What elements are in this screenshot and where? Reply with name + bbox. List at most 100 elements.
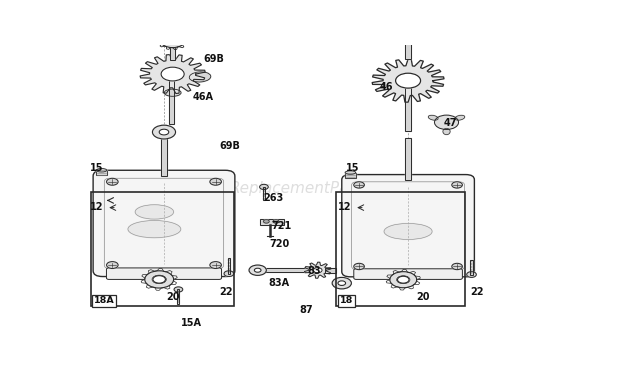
Circle shape xyxy=(210,178,221,185)
Bar xyxy=(336,192,465,305)
Bar xyxy=(405,138,411,180)
Bar xyxy=(228,258,230,274)
Circle shape xyxy=(354,182,365,188)
Circle shape xyxy=(467,272,476,278)
Ellipse shape xyxy=(96,169,107,172)
Circle shape xyxy=(107,178,118,185)
Circle shape xyxy=(166,37,179,44)
Bar xyxy=(471,260,472,275)
Bar xyxy=(177,289,179,304)
Bar xyxy=(170,25,175,34)
Bar xyxy=(95,170,107,175)
Bar xyxy=(406,25,410,36)
Text: 15: 15 xyxy=(89,163,103,173)
Bar xyxy=(254,269,324,272)
Circle shape xyxy=(254,268,261,272)
Bar xyxy=(170,43,175,60)
Circle shape xyxy=(264,220,269,223)
Circle shape xyxy=(338,281,345,285)
Text: 83A: 83A xyxy=(268,278,290,288)
Text: ReplacementParts.com: ReplacementParts.com xyxy=(229,181,406,196)
Ellipse shape xyxy=(428,115,438,120)
Bar xyxy=(263,187,265,200)
Bar xyxy=(95,170,107,175)
Bar xyxy=(170,43,175,60)
Ellipse shape xyxy=(128,220,181,238)
Circle shape xyxy=(452,263,463,270)
Ellipse shape xyxy=(164,89,181,96)
Circle shape xyxy=(273,220,279,223)
Text: 69B: 69B xyxy=(203,54,224,63)
Text: 15A: 15A xyxy=(181,318,202,328)
Ellipse shape xyxy=(443,128,450,135)
FancyBboxPatch shape xyxy=(354,269,463,279)
Text: 263: 263 xyxy=(263,192,283,203)
Circle shape xyxy=(397,276,409,283)
Bar xyxy=(161,134,167,176)
FancyBboxPatch shape xyxy=(93,170,235,276)
Bar xyxy=(228,258,230,274)
Bar xyxy=(325,268,335,273)
Circle shape xyxy=(390,272,417,288)
FancyBboxPatch shape xyxy=(107,268,221,279)
Ellipse shape xyxy=(455,115,465,120)
Bar xyxy=(263,187,265,200)
Text: 83: 83 xyxy=(307,266,321,276)
Bar xyxy=(471,260,472,275)
Bar xyxy=(325,268,335,273)
FancyBboxPatch shape xyxy=(342,175,474,277)
Text: 22: 22 xyxy=(219,287,232,297)
Text: 69B: 69B xyxy=(219,141,240,151)
Circle shape xyxy=(160,33,185,48)
Text: 46A: 46A xyxy=(193,92,214,102)
Circle shape xyxy=(167,37,178,43)
Circle shape xyxy=(435,115,459,129)
Text: 87: 87 xyxy=(299,305,313,314)
Circle shape xyxy=(153,276,166,283)
Circle shape xyxy=(354,263,365,270)
Bar xyxy=(177,289,179,304)
Bar xyxy=(405,36,410,59)
Bar xyxy=(260,219,283,225)
Text: 18A: 18A xyxy=(94,297,115,305)
Text: 18: 18 xyxy=(340,297,353,305)
Ellipse shape xyxy=(135,205,174,219)
Circle shape xyxy=(153,125,175,139)
Text: 12: 12 xyxy=(338,202,352,212)
Circle shape xyxy=(332,278,352,289)
Text: 721: 721 xyxy=(272,221,292,231)
Ellipse shape xyxy=(384,223,432,239)
Bar xyxy=(405,138,411,180)
Bar xyxy=(260,219,283,225)
Text: 720: 720 xyxy=(270,238,290,248)
Circle shape xyxy=(161,67,184,81)
Circle shape xyxy=(249,265,267,275)
Bar xyxy=(161,134,167,176)
Circle shape xyxy=(314,268,322,273)
Bar xyxy=(345,173,356,178)
Ellipse shape xyxy=(189,72,211,82)
Polygon shape xyxy=(140,54,205,94)
Text: 22: 22 xyxy=(471,287,484,297)
Circle shape xyxy=(145,271,174,288)
Circle shape xyxy=(260,184,268,189)
Bar xyxy=(91,192,234,305)
Circle shape xyxy=(397,276,410,284)
Polygon shape xyxy=(304,262,331,278)
Bar xyxy=(254,269,324,272)
Circle shape xyxy=(159,129,169,135)
Text: 47: 47 xyxy=(444,118,457,128)
Circle shape xyxy=(210,261,221,269)
Bar xyxy=(406,25,410,36)
Text: 15: 15 xyxy=(345,163,359,173)
Bar xyxy=(169,77,174,124)
Circle shape xyxy=(224,271,234,276)
Text: 12: 12 xyxy=(89,202,103,212)
Bar xyxy=(345,173,356,178)
Text: 20: 20 xyxy=(166,292,180,302)
Bar xyxy=(405,85,410,132)
Circle shape xyxy=(107,261,118,269)
Text: 46: 46 xyxy=(379,82,392,92)
Bar xyxy=(169,77,174,124)
Bar xyxy=(405,85,410,132)
